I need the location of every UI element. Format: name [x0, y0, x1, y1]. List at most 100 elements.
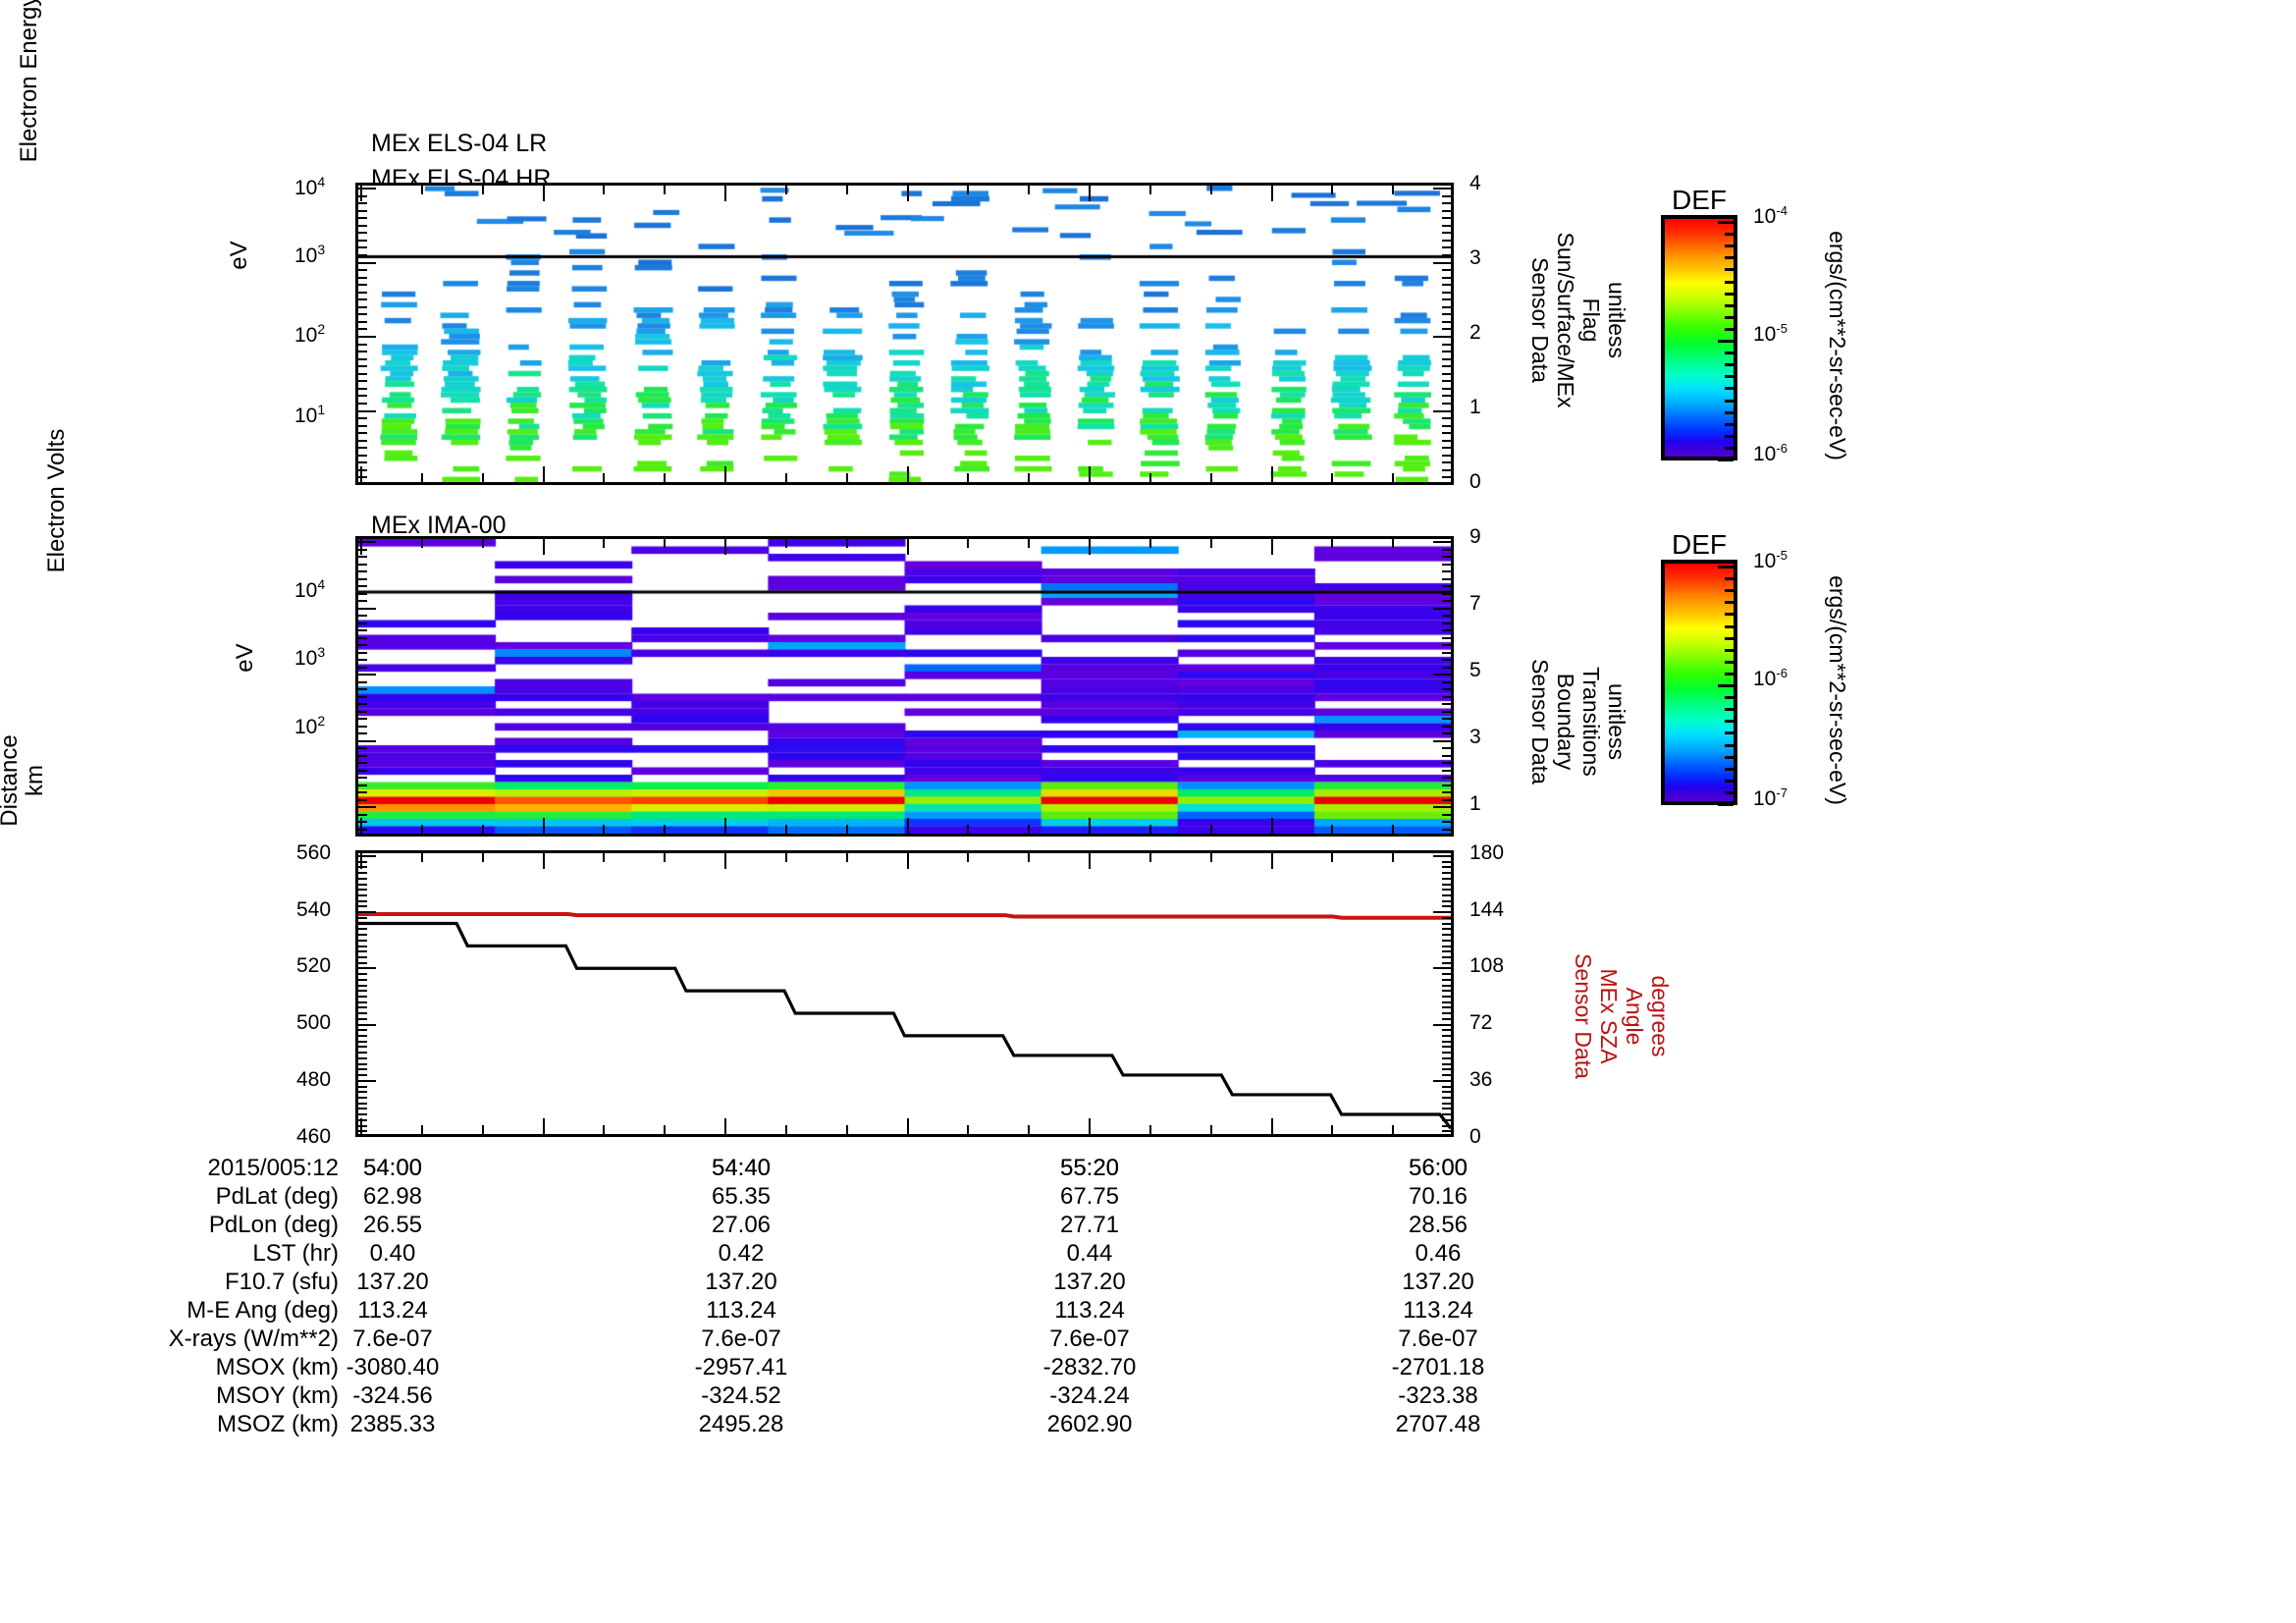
axis-tick: [1442, 476, 1451, 478]
axis-tick: [358, 973, 367, 975]
axis-tick: [1442, 1052, 1451, 1054]
axis-tick: [664, 473, 666, 482]
axis-tick: [1433, 262, 1451, 264]
axis-tick: [1442, 711, 1451, 713]
axis-tick: [358, 637, 367, 639]
ephemeris-cell: 26.55: [362, 1212, 423, 1238]
colorbar-2-title: DEF: [1672, 529, 1727, 560]
axis-tick: [543, 818, 545, 834]
colorbar-tick: [1718, 684, 1734, 687]
axis-tick: [358, 962, 367, 964]
axis-tick: [1149, 853, 1151, 862]
axis-tick: [603, 539, 605, 548]
axis-tick: [1442, 1018, 1451, 1020]
axis-tick: [1442, 1103, 1451, 1105]
axis-tick: [358, 1046, 367, 1048]
axis-tick: [358, 814, 367, 816]
ephemeris-cell: 0.46: [1415, 1240, 1462, 1267]
axis-tick: [1442, 1097, 1451, 1099]
colorbar-tick: [1718, 803, 1734, 806]
colorbar-tick: [1725, 244, 1734, 247]
axis-tick: [1442, 889, 1451, 891]
axis-tick: [1442, 600, 1451, 602]
axis-tick: [1442, 277, 1451, 279]
axis-tick: [1442, 593, 1451, 595]
axis-tick: [1442, 1001, 1451, 1003]
axis-tick: [358, 1052, 367, 1054]
panel-3-ylabel-right-line4: degrees: [1647, 975, 1673, 1057]
axis-tick: [967, 1125, 969, 1134]
axis-tick: [358, 861, 367, 863]
ephemeris-cell: 0.40: [369, 1240, 416, 1267]
axis-tick: [360, 539, 362, 555]
colorbar-tick: [1725, 589, 1734, 592]
colorbar-tick: [1725, 661, 1734, 664]
panel-2-ytick-1e2: 102: [294, 714, 325, 737]
axis-tick: [358, 967, 376, 969]
axis-tick: [1028, 186, 1030, 194]
axis-tick: [358, 829, 367, 831]
ephemeris-cell: 2385.33: [349, 1411, 436, 1437]
axis-tick: [724, 539, 726, 555]
panel-1-ytick-1e3: 103: [294, 243, 325, 266]
axis-tick: [1442, 585, 1451, 587]
axis-tick: [358, 321, 367, 323]
axis-tick: [358, 578, 367, 580]
ephemeris-cell: 137.20: [1402, 1269, 1474, 1295]
colorbar-tick: [1725, 601, 1734, 604]
axis-tick: [1433, 674, 1451, 676]
axis-tick: [785, 853, 787, 862]
axis-tick: [724, 466, 726, 482]
ephemeris-cell: -2832.70: [1042, 1354, 1137, 1380]
axis-tick: [358, 1006, 367, 1008]
axis-tick: [1442, 726, 1451, 728]
axis-tick: [846, 473, 848, 482]
axis-tick: [358, 585, 367, 587]
axis-tick: [358, 365, 367, 367]
axis-tick: [1442, 1108, 1451, 1109]
axis-tick: [482, 825, 484, 834]
axis-tick: [1210, 825, 1212, 834]
axis-tick: [358, 917, 367, 919]
axis-tick: [358, 246, 367, 248]
axis-tick: [358, 688, 367, 690]
axis-tick: [358, 894, 367, 896]
axis-tick: [846, 539, 848, 548]
panel-1-spectrogram-canvas: [358, 186, 1451, 482]
axis-tick: [358, 556, 367, 558]
axis-tick: [358, 821, 367, 823]
axis-tick: [358, 732, 367, 734]
axis-tick: [358, 726, 367, 728]
panel-3-ytick-480: 480: [296, 1068, 332, 1091]
axis-tick: [1442, 652, 1451, 654]
colorbar-tick: [1725, 363, 1734, 366]
axis-tick: [785, 473, 787, 482]
axis-tick: [1442, 791, 1451, 793]
axis-tick: [1271, 466, 1273, 482]
axis-tick: [1089, 186, 1091, 201]
axis-tick: [358, 461, 367, 463]
axis-tick: [1433, 740, 1451, 742]
axis-tick: [1442, 395, 1451, 397]
axis-tick: [1442, 461, 1451, 463]
axis-tick: [358, 667, 367, 669]
ephemeris-cell: 70.16: [1408, 1183, 1468, 1210]
colorbar-tick: [1725, 577, 1734, 580]
axis-tick: [1028, 1125, 1030, 1134]
panel-1-rtick-4: 4: [1469, 172, 1481, 194]
axis-tick: [1442, 570, 1451, 572]
axis-tick: [1442, 1057, 1451, 1059]
axis-tick: [358, 298, 367, 300]
axis-tick: [1210, 473, 1212, 482]
axis-tick: [1442, 1074, 1451, 1076]
ytick-exp: 3: [317, 644, 326, 660]
colorbar-tick: [1725, 293, 1734, 296]
colorbar-1-unit-text: ergs/(cm**2-sr-sec-eV): [1825, 231, 1850, 460]
ephemeris-cell: -323.38: [1398, 1382, 1478, 1409]
axis-tick: [358, 600, 367, 602]
axis-tick: [358, 985, 367, 987]
axis-tick: [1442, 755, 1451, 757]
colorbar-tick: [1725, 316, 1734, 319]
ephemeris-cell: 0.44: [1066, 1240, 1113, 1267]
ytick-base: 10: [294, 244, 318, 267]
